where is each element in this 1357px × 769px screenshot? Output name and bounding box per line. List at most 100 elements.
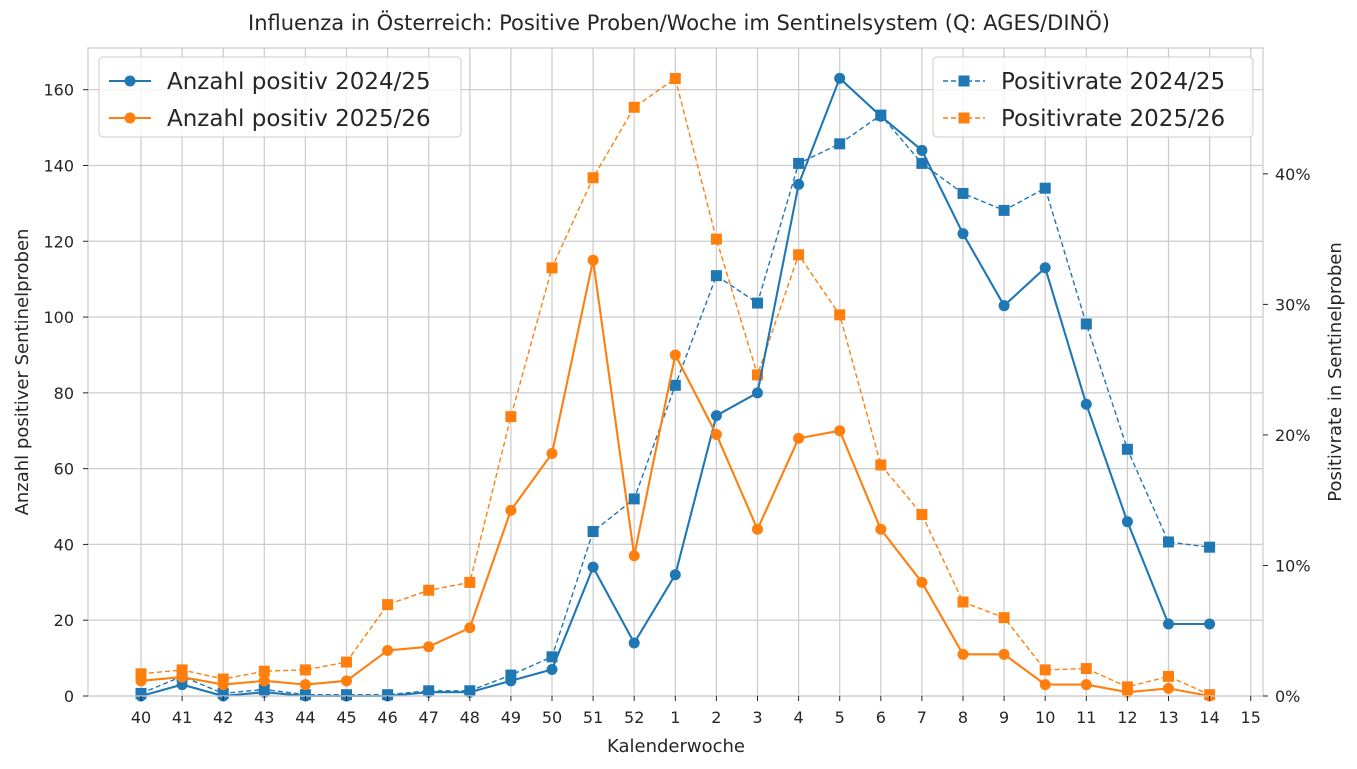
grid bbox=[88, 48, 1263, 697]
legend-box bbox=[932, 56, 1254, 138]
x-tick-label: 15 bbox=[1241, 708, 1261, 727]
x-tick-label: 45 bbox=[336, 708, 356, 727]
data-point bbox=[957, 187, 969, 199]
axes: 40 41 42 43 44 45 46 47 48 49 50 51 52 1 2 3 4 5 6 7 8 9 10 11 1… bbox=[43, 81, 1310, 727]
data-point bbox=[875, 459, 887, 471]
data-point bbox=[1080, 318, 1092, 330]
y-tick-label: 60 bbox=[54, 460, 74, 479]
data-point bbox=[834, 138, 846, 150]
x-tick-label: 50 bbox=[542, 708, 562, 727]
data-point bbox=[546, 447, 558, 459]
data-point bbox=[382, 645, 394, 657]
data-point bbox=[710, 429, 722, 441]
data-point bbox=[875, 110, 887, 122]
data-point bbox=[217, 673, 229, 685]
x-tick-label: 44 bbox=[295, 708, 315, 727]
y2-tick-label: 20% bbox=[1275, 426, 1311, 445]
data-point bbox=[464, 576, 476, 588]
y2-axis-label: Positivrate in Sentinelproben bbox=[1325, 242, 1346, 502]
y-tick-label: 80 bbox=[54, 384, 74, 403]
data-point bbox=[834, 425, 846, 437]
x-tick-label: 12 bbox=[1117, 708, 1137, 727]
data-point bbox=[1039, 664, 1051, 676]
series-1 bbox=[135, 254, 1216, 702]
legends: Anzahl positiv 2024/25 Anzahl positiv 202… bbox=[98, 56, 1254, 138]
data-point bbox=[423, 641, 435, 653]
data-point bbox=[1080, 398, 1092, 410]
data-point bbox=[752, 369, 763, 381]
x-tick-label: 47 bbox=[419, 708, 439, 727]
legend-label: Anzahl positiv 2025/26 bbox=[167, 106, 431, 132]
data-point bbox=[1039, 262, 1051, 274]
y-tick-label: 0 bbox=[64, 687, 74, 706]
data-point bbox=[341, 675, 352, 687]
y-tick-label: 100 bbox=[43, 308, 74, 327]
x-tick-label: 48 bbox=[460, 708, 480, 727]
data-point bbox=[628, 101, 640, 113]
legend-box bbox=[98, 56, 462, 138]
data-point bbox=[464, 686, 476, 698]
data-point bbox=[1163, 536, 1174, 548]
x-tick-label: 40 bbox=[131, 708, 151, 727]
data-point bbox=[258, 686, 270, 698]
data-point bbox=[957, 596, 969, 608]
data-point bbox=[957, 228, 969, 240]
data-point bbox=[341, 656, 352, 668]
data-point bbox=[587, 526, 599, 538]
data-point bbox=[546, 663, 558, 675]
y2-tick-label: 0% bbox=[1275, 687, 1300, 706]
data-point bbox=[1080, 663, 1092, 675]
data-point bbox=[217, 679, 229, 691]
x-tick-label: 52 bbox=[624, 708, 644, 727]
x-tick-label: 14 bbox=[1199, 708, 1219, 727]
data-point bbox=[752, 523, 763, 535]
y2-tick-label: 30% bbox=[1275, 295, 1311, 314]
data-point bbox=[505, 411, 517, 423]
data-point bbox=[258, 675, 270, 687]
data-point bbox=[793, 178, 805, 190]
x-tick-label: 46 bbox=[377, 708, 397, 727]
legend-marker bbox=[958, 75, 970, 87]
data-point bbox=[834, 72, 846, 84]
legend-marker bbox=[124, 112, 136, 124]
data-point bbox=[752, 297, 763, 309]
y2-tick-label: 40% bbox=[1275, 165, 1311, 184]
legend-top-right: Positivrate 2024/25 Positivrate 2025/26 bbox=[932, 56, 1254, 138]
data-point bbox=[587, 254, 599, 266]
data-point bbox=[628, 493, 640, 505]
data-point bbox=[299, 679, 311, 691]
data-point bbox=[998, 648, 1010, 660]
data-point bbox=[1039, 679, 1051, 691]
data-point bbox=[176, 671, 188, 683]
x-tick-label: 13 bbox=[1158, 708, 1178, 727]
data-point bbox=[1039, 182, 1051, 194]
y2-tick-label: 10% bbox=[1275, 556, 1311, 575]
data-point bbox=[423, 686, 435, 698]
data-point bbox=[1163, 618, 1174, 630]
chart-title: Influenza in Österreich: Positive Proben… bbox=[248, 10, 1110, 35]
data-point bbox=[299, 664, 311, 676]
data-point bbox=[464, 622, 476, 634]
legend-label: Anzahl positiv 2024/25 bbox=[167, 69, 431, 95]
x-tick-label: 5 bbox=[835, 708, 845, 727]
x-tick-label: 7 bbox=[917, 708, 927, 727]
x-tick-label: 41 bbox=[172, 708, 192, 727]
data-point bbox=[834, 309, 846, 321]
data-point bbox=[793, 249, 805, 261]
data-point bbox=[752, 387, 763, 399]
data-point bbox=[1204, 618, 1216, 630]
y-tick-label: 120 bbox=[43, 232, 74, 251]
legend-label: Positivrate 2024/25 bbox=[1001, 69, 1225, 95]
data-point bbox=[382, 599, 394, 611]
legend-marker bbox=[958, 112, 970, 124]
data-point bbox=[998, 300, 1010, 312]
data-point bbox=[998, 204, 1010, 216]
data-point bbox=[135, 668, 147, 680]
data-point bbox=[505, 669, 517, 681]
y-tick-label: 20 bbox=[54, 611, 74, 630]
data-point bbox=[710, 233, 722, 245]
data-point bbox=[1080, 679, 1092, 691]
x-axis-label: Kalenderwoche bbox=[607, 736, 745, 757]
data-point bbox=[587, 561, 599, 573]
